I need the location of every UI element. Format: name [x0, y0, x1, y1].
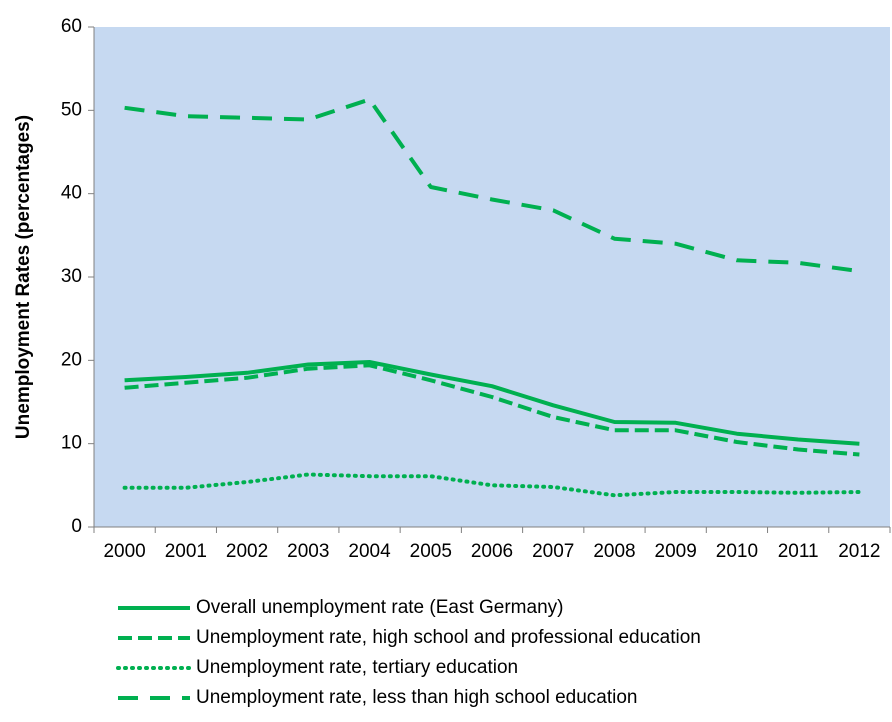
x-axis: 2000 2001 2002 2003 2004 2005 2006 2007 2008 2009…: [93, 527, 891, 562]
x-tick-label: 2001: [165, 541, 207, 562]
legend-label-1: Overall unemployment rate (East Germany): [196, 597, 563, 618]
x-tick-label: 2005: [410, 541, 452, 562]
x-tick-label: 2004: [348, 541, 391, 562]
x-tick-label: 2012: [838, 541, 880, 562]
legend-label-2: Unemployment rate, high school and profe…: [196, 627, 701, 648]
y-tick-label: 10: [61, 433, 82, 454]
y-tick-label: 0: [71, 516, 82, 537]
series-lines: [122, 97, 862, 498]
x-tick-label: 2000: [103, 541, 145, 562]
x-tick-label: 2003: [287, 541, 329, 562]
y-tick-label: 30: [61, 266, 82, 287]
y-tick-label: 50: [61, 99, 82, 120]
x-tick-label: 2007: [532, 541, 574, 562]
y-tick-label: 20: [61, 349, 82, 370]
y-tick-label: 40: [61, 183, 82, 204]
x-tick-label: 2010: [716, 541, 758, 562]
x-tick-label: 2009: [655, 541, 697, 562]
series-line-3: [122, 472, 862, 498]
y-axis: 0 10 20 30 40 50 60: [61, 16, 94, 537]
x-tick-label: 2011: [778, 541, 819, 562]
y-tick-label: 60: [61, 16, 82, 37]
series-line-1: [124, 360, 860, 446]
x-tick-label: 2006: [471, 541, 513, 562]
series-line-4: [124, 97, 860, 274]
legend-label-3: Unemployment rate, tertiary education: [196, 657, 518, 678]
series-line-2: [124, 363, 860, 457]
x-tick-label: 2002: [226, 541, 268, 562]
legend: Overall unemployment rate (East Germany)…: [116, 597, 701, 708]
x-tick-label: 2008: [593, 541, 635, 562]
y-axis-label: Unemployment Rates (percentages): [13, 115, 34, 439]
legend-label-4: Unemployment rate, less than high school…: [196, 687, 637, 708]
plot-area: [94, 27, 890, 527]
